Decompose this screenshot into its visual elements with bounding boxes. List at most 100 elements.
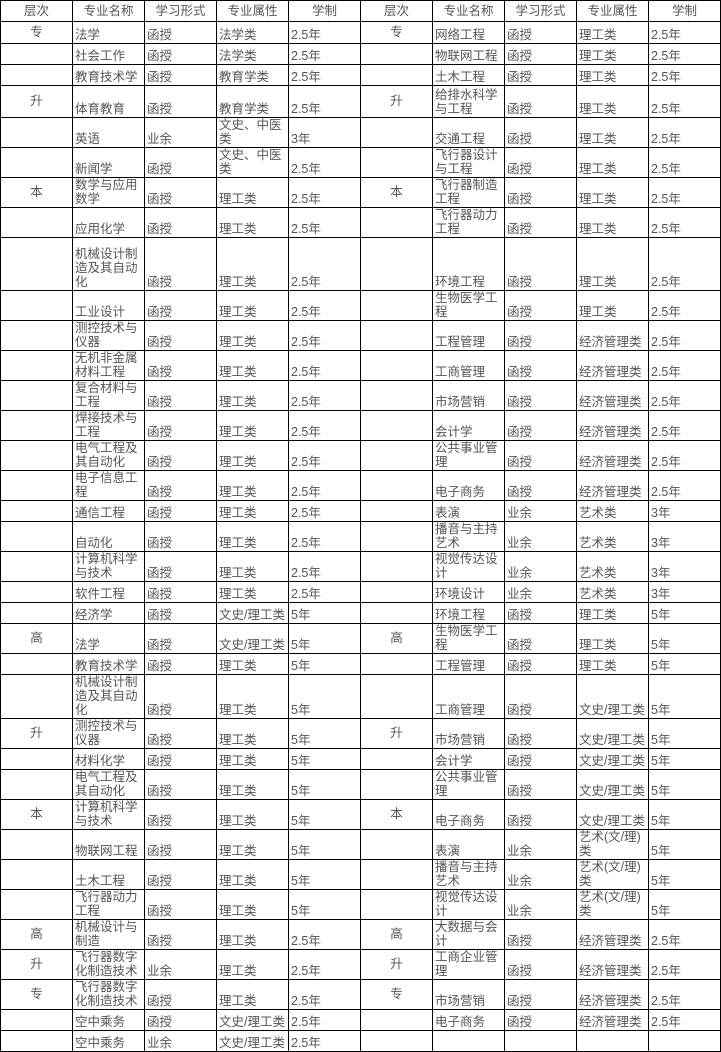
major-cell-right: 工商管理 xyxy=(432,350,505,381)
form-cell-left: 函授 xyxy=(144,623,217,654)
table-row: 社会工作 函授 法学类 2.5年 物联网工程 函授 理工类 2.5年 xyxy=(0,43,721,65)
form-cell-right: 函授 xyxy=(504,440,577,471)
attribute-cell-right: 经济管理类 xyxy=(576,350,649,381)
table-body: 专法学 函授 法学类 2.5年专网络工程 函授 理工类 2.5年 社会工作 函授 法学类 2.5年物… xyxy=(0,21,721,1052)
major-cell-right: 物联网工程 xyxy=(432,43,505,65)
table-row: 自动化 函授 理工类 2.5年 播音与主持艺术 业余 艺术类 3年 xyxy=(0,521,721,552)
attribute-cell-left: 理工类 xyxy=(216,350,289,381)
attribute-cell-left: 理工类 xyxy=(216,500,289,522)
major-cell-right: 公共事业管理 xyxy=(432,769,505,800)
major-cell-left: 无机非金属材料工程 xyxy=(72,350,145,381)
major-cell-right: 电子商务 xyxy=(432,799,505,830)
duration-cell-right: 2.5年 xyxy=(648,177,721,208)
attribute-cell-right: 艺术(文/理)类 xyxy=(576,859,649,890)
level-cell-right xyxy=(360,320,433,351)
attribute-cell-left: 理工类 xyxy=(216,799,289,830)
attribute-cell-left: 理工类 xyxy=(216,551,289,582)
form-cell-left: 函授 xyxy=(144,718,217,749)
major-cell-right: 土木工程 xyxy=(432,64,505,86)
duration-cell-right: 5年 xyxy=(648,674,721,719)
attribute-cell-left: 理工类 xyxy=(216,207,289,238)
duration-cell-right xyxy=(648,1030,721,1052)
duration-cell-right: 3年 xyxy=(648,500,721,522)
form-cell-right: 函授 xyxy=(504,602,577,624)
form-cell-right: 函授 xyxy=(504,177,577,208)
form-cell-left: 函授 xyxy=(144,21,217,44)
major-cell-left: 复合材料与工程 xyxy=(72,380,145,411)
duration-cell-left: 2.5年 xyxy=(288,64,361,86)
table-row: 空中乘务 业余 文史/理工类 2.5年 xyxy=(0,1030,721,1052)
duration-cell-left: 5年 xyxy=(288,769,361,800)
level-cell-left xyxy=(0,889,73,920)
duration-cell-left: 2.5年 xyxy=(288,1009,361,1031)
level-cell-left xyxy=(0,500,73,522)
attribute-cell-left: 理工类 xyxy=(216,769,289,800)
level-cell-right: 本 xyxy=(360,799,433,830)
major-cell-right: 飞行器设计与工程 xyxy=(432,147,505,178)
attribute-cell-left: 理工类 xyxy=(216,859,289,890)
table-row: 无机非金属材料工程 函授 理工类 2.5年 工商管理 函授 经济管理类 2.5年 xyxy=(0,350,721,381)
header-form-right: 学习形式 xyxy=(504,0,577,22)
level-cell-right xyxy=(360,1009,433,1031)
major-cell-right: 环境设计 xyxy=(432,581,505,603)
form-cell-left: 函授 xyxy=(144,500,217,522)
level-cell-left xyxy=(0,581,73,603)
duration-cell-right: 5年 xyxy=(648,769,721,800)
major-cell-right: 市场营销 xyxy=(432,380,505,411)
table-row: 教育技术学 函授 理工类 5年 工程管理 函授 理工类 5年 xyxy=(0,653,721,675)
level-cell-right xyxy=(360,237,433,291)
attribute-cell-right: 理工类 xyxy=(576,85,649,118)
table-row: 飞行器动力工程 函授 理工类 5年 视觉传达设计 业余 艺术(文/理)类 5年 xyxy=(0,889,721,920)
form-cell-right: 函授 xyxy=(504,43,577,65)
major-cell-right: 表演 xyxy=(432,829,505,860)
level-cell-left xyxy=(0,440,73,471)
major-cell-right: 工商企业管理 xyxy=(432,949,505,980)
major-cell-left: 物联网工程 xyxy=(72,829,145,860)
duration-cell-left: 2.5年 xyxy=(288,1030,361,1052)
form-cell-left: 函授 xyxy=(144,829,217,860)
duration-cell-right: 3年 xyxy=(648,521,721,552)
duration-cell-right: 2.5年 xyxy=(648,1009,721,1031)
form-cell-left: 函授 xyxy=(144,207,217,238)
form-cell-right: 业余 xyxy=(504,500,577,522)
attribute-cell-left: 理工类 xyxy=(216,718,289,749)
level-cell-left xyxy=(0,1030,73,1052)
table-row: 工业设计 函授 理工类 2.5年 生物医学工程 函授 理工类 2.5年 xyxy=(0,290,721,321)
level-cell-right xyxy=(360,147,433,178)
level-cell-right: 本 xyxy=(360,177,433,208)
level-cell-right xyxy=(360,859,433,890)
attribute-cell-right: 经济管理类 xyxy=(576,919,649,950)
level-cell-left xyxy=(0,64,73,86)
duration-cell-left: 2.5年 xyxy=(288,440,361,471)
level-cell-left xyxy=(0,653,73,675)
table-row: 测控技术与仪器 函授 理工类 2.5年 工程管理 函授 经济管理类 2.5年 xyxy=(0,320,721,351)
major-cell-right: 交通工程 xyxy=(432,117,505,148)
major-cell-right: 视觉传达设计 xyxy=(432,889,505,920)
duration-cell-left: 5年 xyxy=(288,829,361,860)
duration-cell-left: 2.5年 xyxy=(288,500,361,522)
form-cell-left: 函授 xyxy=(144,350,217,381)
form-cell-right: 函授 xyxy=(504,1009,577,1031)
table-row: 经济学 函授 文史/理工类 5年 环境工程 函授 理工类 5年 xyxy=(0,602,721,624)
level-cell-left xyxy=(0,207,73,238)
major-cell-right: 视觉传达设计 xyxy=(432,551,505,582)
form-cell-left: 函授 xyxy=(144,43,217,65)
major-cell-left: 电子信息工程 xyxy=(72,470,145,501)
attribute-cell-left: 教育学类 xyxy=(216,85,289,118)
major-cell-left: 计算机科学与技术 xyxy=(72,799,145,830)
attribute-cell-right: 理工类 xyxy=(576,290,649,321)
level-cell-right xyxy=(360,653,433,675)
major-cell-left: 应用化学 xyxy=(72,207,145,238)
duration-cell-left: 5年 xyxy=(288,602,361,624)
major-cell-right: 生物医学工程 xyxy=(432,290,505,321)
attribute-cell-right: 艺术类 xyxy=(576,521,649,552)
level-cell-left xyxy=(0,674,73,719)
attribute-cell-left: 理工类 xyxy=(216,979,289,1010)
major-cell-left: 法学 xyxy=(72,623,145,654)
level-cell-right xyxy=(360,207,433,238)
header-major-right: 专业名称 xyxy=(432,0,505,22)
level-cell-left xyxy=(0,237,73,291)
major-cell-left: 土木工程 xyxy=(72,859,145,890)
major-cell-left: 机械设计制造及其自动化 xyxy=(72,674,145,719)
level-cell-right xyxy=(360,889,433,920)
